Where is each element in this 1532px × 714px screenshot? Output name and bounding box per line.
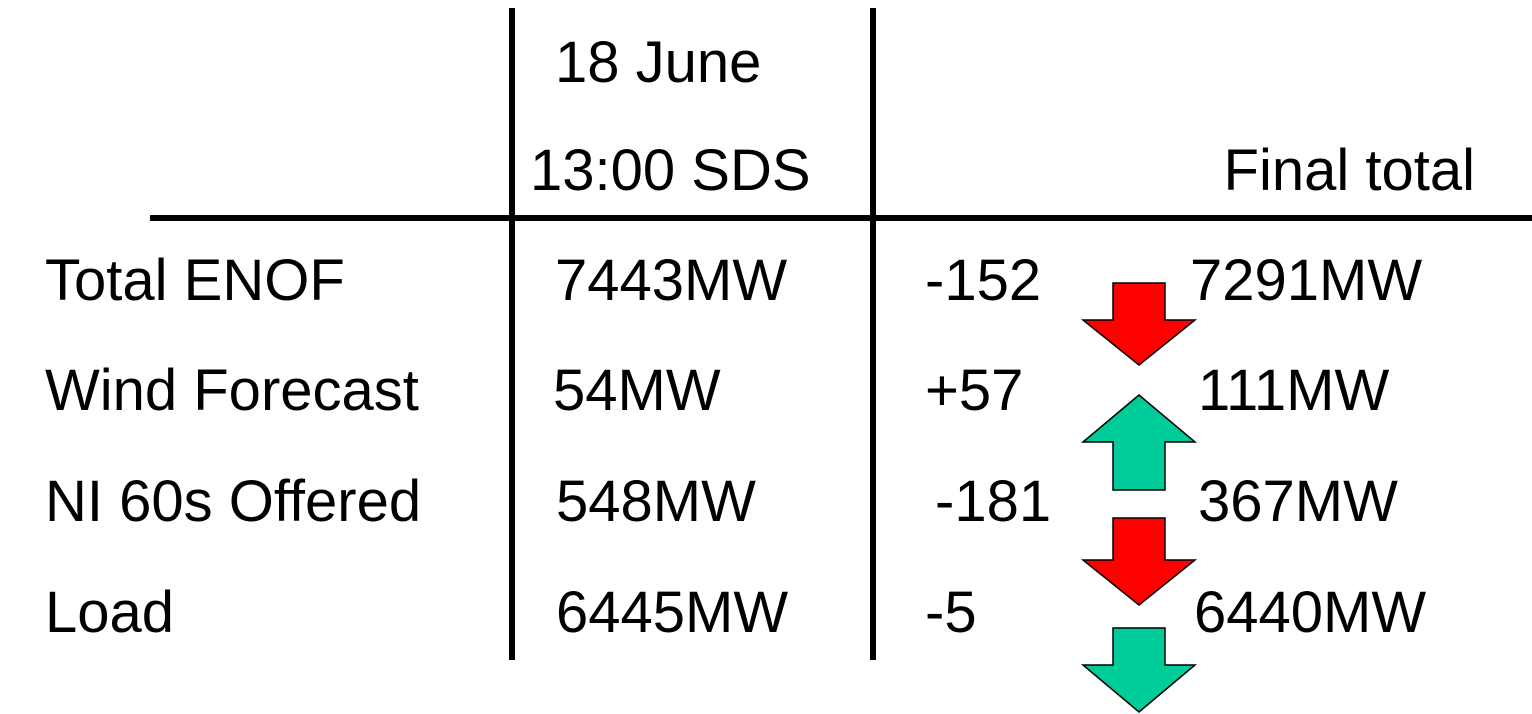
change-value: -5 <box>925 580 977 645</box>
header-final: Final total <box>1224 138 1475 203</box>
sds-value: 54MW <box>553 358 721 423</box>
down-arrow <box>1080 282 1198 366</box>
change-value: -152 <box>925 248 1041 313</box>
row-label: Total ENOF <box>45 248 345 313</box>
sds-value: 548MW <box>556 469 756 534</box>
change-value: -181 <box>935 469 1051 534</box>
final-value: 6440MW <box>1194 580 1426 645</box>
sds-value: 6445MW <box>556 580 788 645</box>
row-label: Wind Forecast <box>45 358 419 423</box>
up-arrow <box>1080 394 1198 491</box>
final-value: 111MW <box>1198 358 1389 423</box>
final-value: 367MW <box>1198 469 1398 534</box>
row-label: Load <box>45 580 174 645</box>
down-arrow <box>1080 517 1198 606</box>
down-arrow <box>1080 627 1198 713</box>
header-sds: 13:00 SDS <box>530 138 811 203</box>
header-date: 18 June <box>555 30 761 95</box>
change-value: +57 <box>925 358 1023 423</box>
row-label: NI 60s Offered <box>45 469 421 534</box>
final-value: 7291MW <box>1190 248 1422 313</box>
sds-value: 7443MW <box>555 248 787 313</box>
